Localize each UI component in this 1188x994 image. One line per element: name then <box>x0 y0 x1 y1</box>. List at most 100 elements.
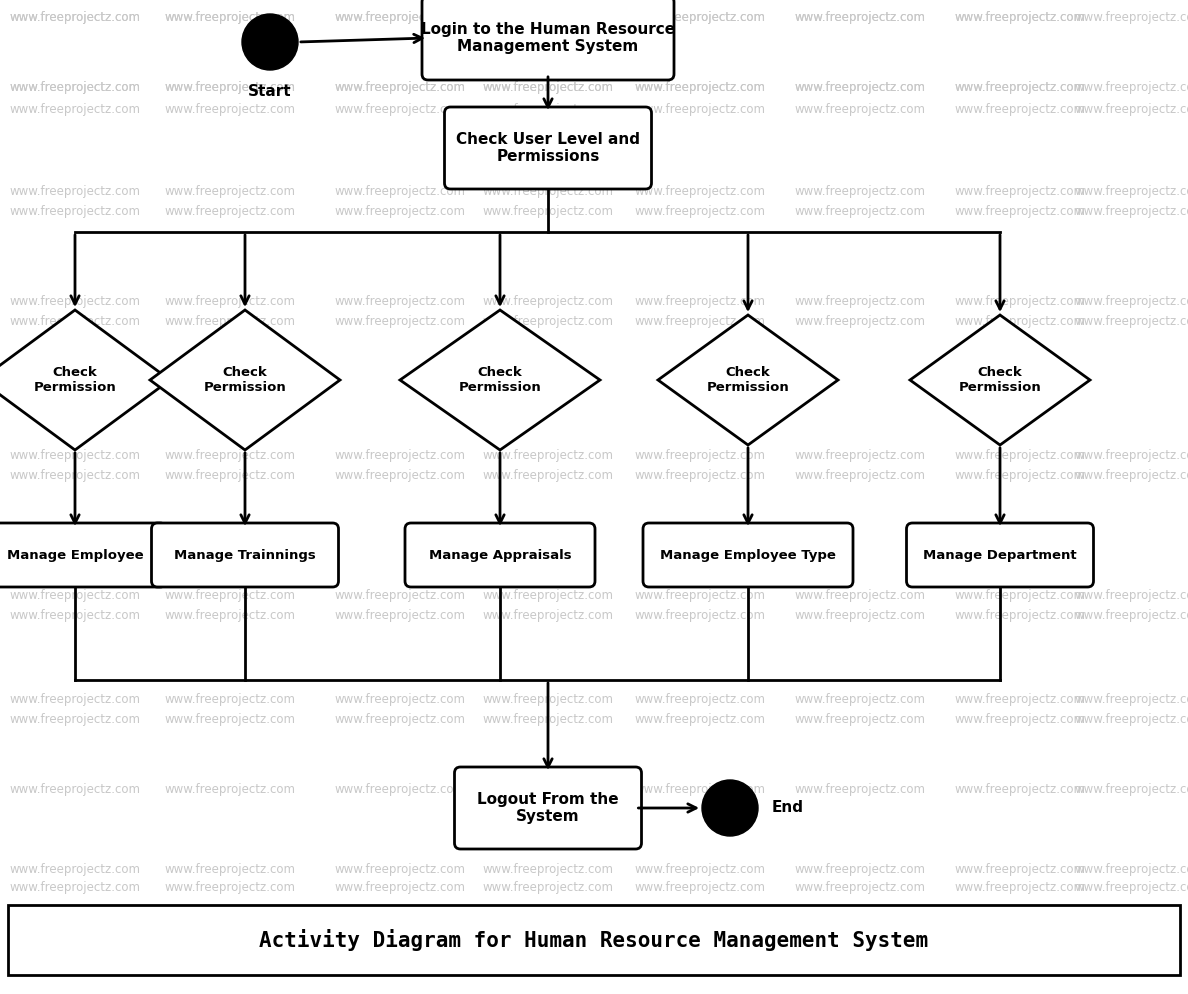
Text: www.freeprojectz.com: www.freeprojectz.com <box>335 12 466 25</box>
Text: www.freeprojectz.com: www.freeprojectz.com <box>482 864 613 877</box>
Text: www.freeprojectz.com: www.freeprojectz.com <box>482 206 613 219</box>
Text: www.freeprojectz.com: www.freeprojectz.com <box>795 206 925 219</box>
Text: www.freeprojectz.com: www.freeprojectz.com <box>954 448 1086 461</box>
Text: www.freeprojectz.com: www.freeprojectz.com <box>634 12 765 25</box>
Text: www.freeprojectz.com: www.freeprojectz.com <box>10 82 140 94</box>
Text: www.freeprojectz.com: www.freeprojectz.com <box>795 448 925 461</box>
Text: www.freeprojectz.com: www.freeprojectz.com <box>1074 186 1188 199</box>
Polygon shape <box>0 310 170 450</box>
Text: www.freeprojectz.com: www.freeprojectz.com <box>954 186 1086 199</box>
Text: www.freeprojectz.com: www.freeprojectz.com <box>954 315 1086 328</box>
Text: www.freeprojectz.com: www.freeprojectz.com <box>634 608 765 621</box>
Text: Manage Employee Type: Manage Employee Type <box>661 549 836 562</box>
Text: www.freeprojectz.com: www.freeprojectz.com <box>335 864 466 877</box>
Text: www.freeprojectz.com: www.freeprojectz.com <box>482 82 613 94</box>
Text: www.freeprojectz.com: www.freeprojectz.com <box>1074 694 1188 707</box>
Text: www.freeprojectz.com: www.freeprojectz.com <box>954 206 1086 219</box>
Text: www.freeprojectz.com: www.freeprojectz.com <box>795 608 925 621</box>
Circle shape <box>242 14 298 70</box>
Text: www.freeprojectz.com: www.freeprojectz.com <box>1074 468 1188 481</box>
Text: www.freeprojectz.com: www.freeprojectz.com <box>795 12 925 25</box>
Text: www.freeprojectz.com: www.freeprojectz.com <box>634 206 765 219</box>
Text: www.freeprojectz.com: www.freeprojectz.com <box>954 468 1086 481</box>
Text: www.freeprojectz.com: www.freeprojectz.com <box>482 12 613 25</box>
Text: www.freeprojectz.com: www.freeprojectz.com <box>954 694 1086 707</box>
Text: www.freeprojectz.com: www.freeprojectz.com <box>335 103 466 116</box>
Text: www.freeprojectz.com: www.freeprojectz.com <box>795 12 925 25</box>
Text: www.freeprojectz.com: www.freeprojectz.com <box>634 783 765 796</box>
Text: www.freeprojectz.com: www.freeprojectz.com <box>1074 82 1188 94</box>
Text: www.freeprojectz.com: www.freeprojectz.com <box>335 295 466 308</box>
Text: www.freeprojectz.com: www.freeprojectz.com <box>1074 608 1188 621</box>
Text: www.freeprojectz.com: www.freeprojectz.com <box>10 468 140 481</box>
Text: www.freeprojectz.com: www.freeprojectz.com <box>10 186 140 199</box>
Text: Manage Employee: Manage Employee <box>7 549 144 562</box>
Text: www.freeprojectz.com: www.freeprojectz.com <box>954 103 1086 116</box>
FancyBboxPatch shape <box>444 107 651 189</box>
Text: www.freeprojectz.com: www.freeprojectz.com <box>954 588 1086 601</box>
Text: www.freeprojectz.com: www.freeprojectz.com <box>634 12 765 25</box>
Text: Logout From the
System: Logout From the System <box>478 792 619 824</box>
Text: www.freeprojectz.com: www.freeprojectz.com <box>634 448 765 461</box>
Polygon shape <box>400 310 600 450</box>
Text: Check
Permission: Check Permission <box>707 366 789 394</box>
Text: Start: Start <box>248 84 292 99</box>
Text: www.freeprojectz.com: www.freeprojectz.com <box>10 103 140 116</box>
Text: www.freeprojectz.com: www.freeprojectz.com <box>634 864 765 877</box>
Text: www.freeprojectz.com: www.freeprojectz.com <box>954 12 1086 25</box>
Text: www.freeprojectz.com: www.freeprojectz.com <box>1074 12 1188 25</box>
Text: Check
Permission: Check Permission <box>33 366 116 394</box>
Text: www.freeprojectz.com: www.freeprojectz.com <box>335 12 466 25</box>
Text: www.freeprojectz.com: www.freeprojectz.com <box>634 882 765 895</box>
Text: www.freeprojectz.com: www.freeprojectz.com <box>10 588 140 601</box>
Text: www.freeprojectz.com: www.freeprojectz.com <box>634 82 765 94</box>
Text: www.freeprojectz.com: www.freeprojectz.com <box>164 82 296 94</box>
Text: www.freeprojectz.com: www.freeprojectz.com <box>482 588 613 601</box>
Text: www.freeprojectz.com: www.freeprojectz.com <box>10 448 140 461</box>
Text: www.freeprojectz.com: www.freeprojectz.com <box>164 103 296 116</box>
Text: www.freeprojectz.com: www.freeprojectz.com <box>335 315 466 328</box>
Text: www.freeprojectz.com: www.freeprojectz.com <box>482 783 613 796</box>
Text: www.freeprojectz.com: www.freeprojectz.com <box>634 315 765 328</box>
FancyBboxPatch shape <box>643 523 853 587</box>
Text: www.freeprojectz.com: www.freeprojectz.com <box>795 714 925 727</box>
Text: www.freeprojectz.com: www.freeprojectz.com <box>1074 206 1188 219</box>
Text: www.freeprojectz.com: www.freeprojectz.com <box>482 12 613 25</box>
Text: www.freeprojectz.com: www.freeprojectz.com <box>10 882 140 895</box>
Text: www.freeprojectz.com: www.freeprojectz.com <box>164 882 296 895</box>
Text: www.freeprojectz.com: www.freeprojectz.com <box>335 882 466 895</box>
Text: www.freeprojectz.com: www.freeprojectz.com <box>482 295 613 308</box>
Text: www.freeprojectz.com: www.freeprojectz.com <box>335 448 466 461</box>
FancyBboxPatch shape <box>422 0 674 80</box>
Text: www.freeprojectz.com: www.freeprojectz.com <box>634 103 765 116</box>
Text: www.freeprojectz.com: www.freeprojectz.com <box>10 608 140 621</box>
Text: www.freeprojectz.com: www.freeprojectz.com <box>634 295 765 308</box>
Text: www.freeprojectz.com: www.freeprojectz.com <box>1074 588 1188 601</box>
Text: www.freeprojectz.com: www.freeprojectz.com <box>335 186 466 199</box>
Text: www.freeprojectz.com: www.freeprojectz.com <box>164 588 296 601</box>
Text: www.freeprojectz.com: www.freeprojectz.com <box>335 588 466 601</box>
Text: www.freeprojectz.com: www.freeprojectz.com <box>954 82 1086 94</box>
Text: www.freeprojectz.com: www.freeprojectz.com <box>10 694 140 707</box>
Text: www.freeprojectz.com: www.freeprojectz.com <box>10 864 140 877</box>
Text: www.freeprojectz.com: www.freeprojectz.com <box>335 82 466 94</box>
Text: www.freeprojectz.com: www.freeprojectz.com <box>795 882 925 895</box>
Text: www.freeprojectz.com: www.freeprojectz.com <box>482 608 613 621</box>
Text: www.freeprojectz.com: www.freeprojectz.com <box>164 694 296 707</box>
Text: www.freeprojectz.com: www.freeprojectz.com <box>10 714 140 727</box>
Text: www.freeprojectz.com: www.freeprojectz.com <box>482 82 613 94</box>
Text: www.freeprojectz.com: www.freeprojectz.com <box>1074 783 1188 796</box>
Text: www.freeprojectz.com: www.freeprojectz.com <box>1074 864 1188 877</box>
Text: www.freeprojectz.com: www.freeprojectz.com <box>164 12 296 25</box>
FancyBboxPatch shape <box>906 523 1093 587</box>
Text: Check User Level and
Permissions: Check User Level and Permissions <box>456 132 640 164</box>
Text: www.freeprojectz.com: www.freeprojectz.com <box>795 82 925 94</box>
FancyBboxPatch shape <box>152 523 339 587</box>
Text: www.freeprojectz.com: www.freeprojectz.com <box>1074 448 1188 461</box>
Text: www.freeprojectz.com: www.freeprojectz.com <box>164 186 296 199</box>
Text: www.freeprojectz.com: www.freeprojectz.com <box>795 186 925 199</box>
Text: www.freeprojectz.com: www.freeprojectz.com <box>335 694 466 707</box>
FancyBboxPatch shape <box>8 905 1180 975</box>
Text: www.freeprojectz.com: www.freeprojectz.com <box>634 694 765 707</box>
Text: www.freeprojectz.com: www.freeprojectz.com <box>954 864 1086 877</box>
